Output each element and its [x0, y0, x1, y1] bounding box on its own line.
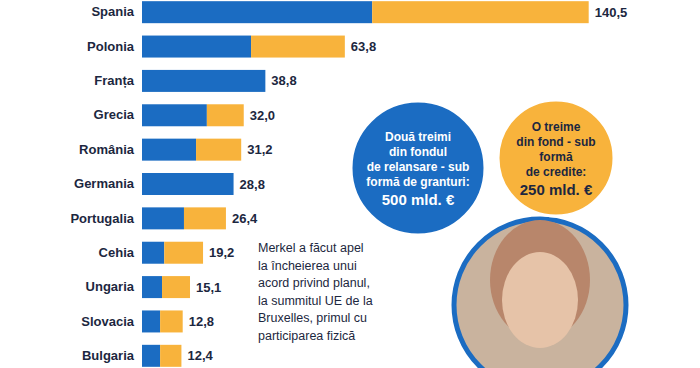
tick: Grecia [94, 107, 140, 122]
annotation-text: O treime [532, 120, 581, 134]
annotation-text: din fond - sub [516, 135, 595, 149]
annotation-text: Două treimi [385, 130, 451, 144]
category-label: Polonia [87, 39, 135, 54]
annotation-text: acord privind planul, [258, 276, 370, 290]
annotation-text: de credite: [526, 165, 587, 179]
annotation-text: din fondul [389, 145, 447, 159]
bar-segment [142, 276, 162, 298]
annotation-text: la summitul UE de la [258, 294, 373, 308]
photo [454, 219, 626, 368]
annotation-text: formă [539, 150, 573, 164]
bar-segment [196, 139, 241, 161]
tick: Slovacia [81, 314, 140, 329]
category-label: Slovacia [81, 314, 135, 329]
category-label: Grecia [94, 107, 135, 122]
bar-segment [142, 173, 234, 195]
tick: România [79, 142, 140, 157]
tick: Bulgaria [82, 348, 140, 363]
category-label: Ungaria [86, 279, 135, 294]
tick: Portugalia [70, 211, 140, 226]
total-label: 15,1 [196, 280, 221, 295]
category-label: Spania [91, 4, 134, 19]
bar-segment [142, 139, 196, 161]
chart: Spania Polonia Franța Grecia România Germania… [0, 0, 700, 368]
bar-segment [142, 1, 372, 23]
total-label: 12,4 [187, 348, 213, 363]
photo-frame [454, 219, 626, 368]
category-label: Franța [94, 73, 135, 88]
annotation-bubble [351, 101, 485, 235]
axis-line [140, 0, 141, 368]
annotation-text: 500 mld. € [382, 191, 455, 208]
annotation-text: formă de granturi: [366, 175, 469, 189]
annotation-bubble [498, 100, 614, 216]
annotation-circle: O treimedin fond - subformăde credite: 25… [498, 100, 614, 216]
total-label: 31,2 [247, 142, 272, 157]
bar-segment [160, 310, 183, 332]
bar-segment [142, 70, 265, 92]
annotation-text: 250 mld. € [520, 181, 593, 198]
tick: Cehia [99, 245, 140, 260]
category-label: Cehia [99, 245, 135, 260]
category-axis: Spania Polonia Franța Grecia România Germania… [70, 0, 140, 368]
total-label: 32,0 [250, 108, 275, 123]
bar-segment [265, 70, 266, 92]
tick: Polonia [87, 39, 140, 54]
bar-segment [164, 242, 203, 264]
annotation-text: Bruxelles, primul cu [258, 311, 367, 325]
annotation-text: participarea fizică [258, 329, 355, 343]
bar-segment [142, 104, 207, 126]
category-label: Germania [74, 176, 135, 191]
data-labels: 140,5 63,8 38,8 32,0 31,2 28,8 26,4 19,2 15,1 12,… [187, 5, 627, 364]
annotation-circle: Două treimidin fondulde relansare - subf… [351, 101, 485, 235]
category-label: Bulgaria [82, 348, 135, 363]
bar-segment [372, 1, 589, 23]
total-label: 19,2 [209, 245, 234, 260]
total-label: 28,8 [240, 177, 265, 192]
bar-segment [162, 276, 190, 298]
bar-segment [142, 310, 160, 332]
bar-segment [233, 173, 234, 195]
tick: Germania [74, 176, 140, 191]
bar-segment [142, 345, 160, 367]
tick: Ungaria [86, 279, 140, 294]
bar-segment [251, 36, 345, 58]
category-label: România [79, 142, 135, 157]
bar-segment [207, 104, 244, 126]
annotation-text: la încheierea unui [258, 259, 357, 273]
total-label: 63,8 [351, 39, 376, 54]
total-label: 38,8 [271, 73, 296, 88]
bar-segment [184, 207, 226, 229]
bar-segment [160, 345, 181, 367]
tick: Spania [91, 4, 140, 19]
total-label: 26,4 [232, 211, 258, 226]
photo-face [502, 252, 578, 348]
tick: Franța [94, 73, 140, 88]
total-label: 140,5 [595, 5, 628, 20]
annotation-text-block: Merkel a făcut apel la încheierea unui aco… [258, 241, 373, 343]
bar-segment [142, 242, 164, 264]
annotation-text: Merkel a făcut apel [258, 241, 364, 255]
bar-segment [142, 207, 184, 229]
category-label: Portugalia [70, 211, 134, 226]
bar-segment [142, 36, 251, 58]
total-label: 12,8 [189, 314, 214, 329]
annotation-text: de relansare - sub [367, 160, 470, 174]
